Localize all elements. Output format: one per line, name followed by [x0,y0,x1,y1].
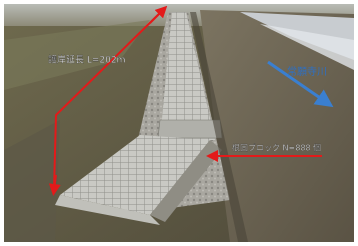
photo: 護岸延長 L=202m 常願寺川 根固ブロック N=888 個 [0,0,358,246]
length-label: 護岸延長 L=202m [48,54,125,66]
block-label: 根固ブロック N=888 個 [232,143,321,153]
river-label: 常願寺川 [287,65,327,78]
page: {"annotations": [ {"label": "護岸延長 L=202m… [0,0,358,246]
